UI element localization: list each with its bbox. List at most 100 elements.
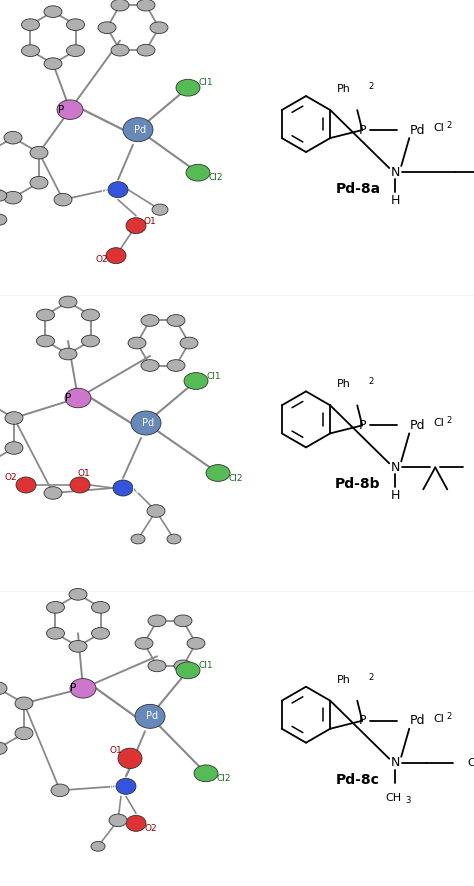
Ellipse shape [91,627,109,639]
Text: Cl2: Cl2 [209,173,223,183]
Text: Pd-8b: Pd-8b [335,478,381,492]
Ellipse shape [137,0,155,11]
Text: CH: CH [385,793,401,803]
Ellipse shape [69,588,87,600]
Ellipse shape [176,79,200,96]
Ellipse shape [131,534,145,544]
Text: Pd-8c: Pd-8c [336,773,380,787]
Ellipse shape [147,505,165,517]
Ellipse shape [131,411,161,435]
Text: N: N [109,783,117,793]
Text: Ph: Ph [337,84,351,94]
Text: Cl: Cl [433,123,444,133]
Text: O2: O2 [145,824,157,833]
Ellipse shape [98,22,116,34]
Text: N: N [132,485,140,495]
Ellipse shape [118,748,142,768]
Ellipse shape [5,412,23,424]
Ellipse shape [46,602,64,613]
Text: Cl: Cl [433,714,444,724]
Text: N: N [101,184,109,195]
Ellipse shape [152,204,168,215]
Ellipse shape [111,0,129,11]
Ellipse shape [148,660,166,672]
Ellipse shape [69,641,87,652]
Ellipse shape [91,602,109,613]
Ellipse shape [167,360,185,371]
Text: O2: O2 [96,255,109,264]
Ellipse shape [5,442,23,455]
Ellipse shape [4,131,22,144]
Ellipse shape [65,388,91,408]
Text: Pd: Pd [146,711,158,721]
Ellipse shape [44,58,62,69]
Ellipse shape [59,348,77,360]
Ellipse shape [194,765,218,781]
Ellipse shape [59,296,77,307]
Ellipse shape [0,214,7,225]
Text: 2: 2 [446,121,452,130]
Ellipse shape [184,373,208,390]
Text: Cl1: Cl1 [207,371,221,380]
Text: H: H [391,489,400,501]
Ellipse shape [111,44,129,56]
Text: Cl1: Cl1 [199,78,213,87]
Ellipse shape [141,315,159,326]
Text: 2: 2 [368,82,374,91]
Ellipse shape [0,742,7,755]
Text: 2: 2 [446,416,452,425]
Text: P: P [358,419,366,431]
Ellipse shape [0,682,7,695]
Ellipse shape [128,338,146,349]
Ellipse shape [36,335,55,346]
Ellipse shape [148,615,166,626]
Ellipse shape [70,679,96,698]
Ellipse shape [174,660,192,672]
Text: P: P [358,714,366,727]
Text: CO: CO [467,758,474,767]
Text: 2: 2 [368,377,374,386]
Ellipse shape [51,784,69,797]
Ellipse shape [15,697,33,710]
Ellipse shape [150,22,168,34]
Ellipse shape [91,842,105,851]
Ellipse shape [21,45,39,57]
Ellipse shape [187,638,205,649]
Ellipse shape [36,309,55,321]
Text: 2: 2 [446,711,452,720]
Ellipse shape [206,464,230,481]
Text: Cl1: Cl1 [199,661,213,670]
Ellipse shape [44,6,62,18]
Text: H: H [391,193,400,206]
Ellipse shape [113,480,133,496]
Text: Pd: Pd [410,419,425,431]
Text: Cl: Cl [433,418,444,428]
Ellipse shape [4,191,22,204]
Ellipse shape [108,182,128,198]
Ellipse shape [123,118,153,142]
Text: P: P [358,123,366,136]
Text: Pd: Pd [142,418,154,428]
Text: P: P [65,393,71,403]
Ellipse shape [176,662,200,679]
Text: Pd-8a: Pd-8a [336,182,381,196]
Text: Ph: Ph [337,675,351,685]
Ellipse shape [15,727,33,740]
Text: O1: O1 [144,217,156,226]
Ellipse shape [141,360,159,371]
Text: N: N [391,757,400,769]
Ellipse shape [70,477,90,493]
Text: N: N [391,461,400,474]
Text: O2: O2 [5,472,18,481]
Ellipse shape [135,704,165,728]
Ellipse shape [16,477,36,493]
Ellipse shape [174,615,192,626]
Ellipse shape [57,100,83,120]
Ellipse shape [109,814,127,827]
Ellipse shape [116,778,136,795]
Ellipse shape [180,338,198,349]
Ellipse shape [167,315,185,326]
Ellipse shape [30,146,48,159]
Ellipse shape [66,19,84,30]
Text: Pd: Pd [410,714,425,727]
